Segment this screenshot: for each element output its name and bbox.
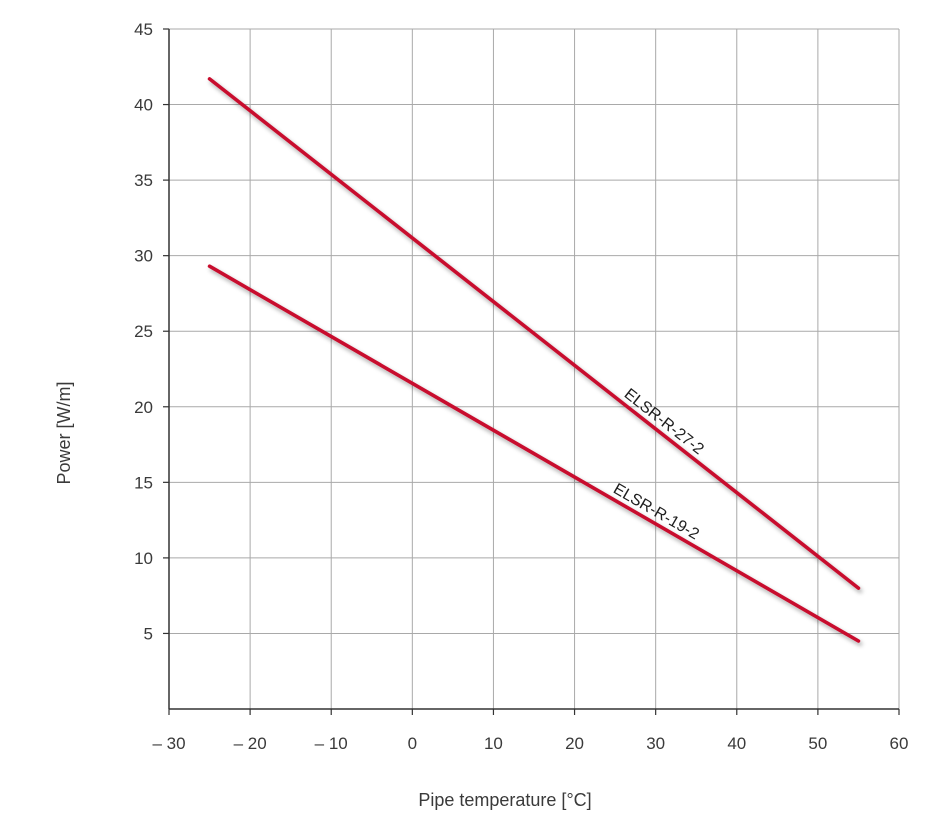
x-tick-label: – 20 <box>234 734 267 753</box>
series-line-elsr-r-27-2 <box>207 77 861 590</box>
y-tick-label: 5 <box>144 624 153 643</box>
y-axis-title: Power [W/m] <box>54 381 74 484</box>
y-tick-label: 40 <box>134 96 153 115</box>
x-tick-label: – 30 <box>152 734 185 753</box>
x-tick-label: 20 <box>565 734 584 753</box>
x-tick-label: 60 <box>890 734 909 753</box>
y-tick-label: 10 <box>134 549 153 568</box>
x-tick-label: 10 <box>484 734 503 753</box>
tick-labels: – 30 – 20 – 10 0 10 20 30 40 50 60 5 10 15 20 25 30 35 40… <box>134 20 908 753</box>
y-tick-label: 30 <box>134 247 153 266</box>
y-tick-label: 15 <box>134 473 153 492</box>
y-tick-label: 35 <box>134 171 153 190</box>
series-line-elsr-r-19-2 <box>207 264 861 643</box>
x-axis-title: Pipe temperature [°C] <box>418 790 591 810</box>
x-tick-label: 50 <box>808 734 827 753</box>
x-tick-label: – 10 <box>315 734 348 753</box>
y-tick-label: 45 <box>134 20 153 39</box>
y-tick-label: 20 <box>134 398 153 417</box>
series-lines <box>207 77 861 643</box>
series-label-elsr-r-27-2: ELSR-R-27-2 <box>621 386 707 459</box>
x-tick-label: 0 <box>408 734 417 753</box>
axes <box>168 29 899 710</box>
x-tick-label: 40 <box>727 734 746 753</box>
x-tick-label: 30 <box>646 734 665 753</box>
y-tick-label: 25 <box>134 322 153 341</box>
